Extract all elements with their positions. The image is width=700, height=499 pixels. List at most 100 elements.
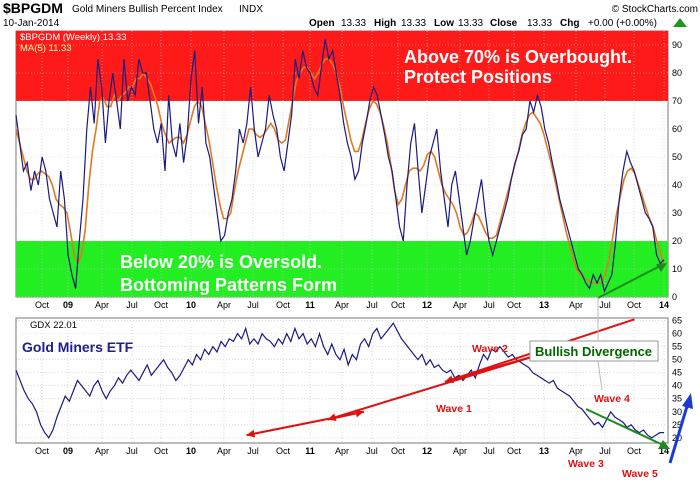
x-tick-label: Jul <box>366 300 378 310</box>
x-tick-label: Oct <box>276 446 291 456</box>
y-tick-label: 40 <box>672 180 682 190</box>
y-tick-label: 45 <box>672 368 682 378</box>
x-tick-label: 14 <box>659 446 669 456</box>
x-tick-label: 13 <box>539 300 549 310</box>
x-tick-label: 11 <box>305 300 315 310</box>
divergence-callout-down <box>597 360 603 391</box>
x-tick-label: 09 <box>63 300 73 310</box>
y-tick-label: 80 <box>672 68 682 78</box>
x-tick-label: Oct <box>627 300 642 310</box>
y-tick-label: 55 <box>672 342 682 352</box>
x-tick-label: Apr <box>217 446 231 456</box>
overbought-annotation-line2: Protect Positions <box>404 67 552 87</box>
watermark: © StockCharts.com <box>612 4 698 15</box>
y-tick-label: 90 <box>672 40 682 50</box>
legend-gdx: GDX 22.01 <box>30 320 77 331</box>
y-tick-label: 60 <box>672 124 682 134</box>
x-tick-label: Apr <box>569 300 583 310</box>
gdx-line <box>15 322 664 439</box>
y-tick-label: 70 <box>672 96 682 106</box>
wave-label: Wave 1 <box>436 403 472 415</box>
gdx-panel-title: Gold Miners ETF <box>22 339 134 355</box>
quote-line: Open 13.33 High 13.33 Low 13.33 Close 13… <box>309 18 657 29</box>
x-tick-label: 13 <box>539 446 549 456</box>
y-tick-label: 50 <box>672 152 682 162</box>
breakout-arrow <box>668 402 690 464</box>
x-tick-label: Oct <box>391 300 406 310</box>
divergence-arrow-bottom <box>585 408 664 446</box>
x-tick-label: Oct <box>507 300 522 310</box>
x-tick-label: Jul <box>247 300 259 310</box>
x-tick-label: 10 <box>186 300 196 310</box>
exchange: INDX <box>239 4 263 15</box>
y-tick-label: 40 <box>672 381 682 391</box>
chg-value: +0.00 (+0.00%) <box>588 18 657 29</box>
ma5-line <box>15 58 665 284</box>
y-tick-label: 35 <box>672 394 682 404</box>
x-tick-label: 09 <box>63 446 73 456</box>
wave-label: Wave 3 <box>568 458 604 470</box>
open-value: 13.33 <box>341 18 366 29</box>
x-tick-label: Jul <box>366 446 378 456</box>
divergence-label: Bullish Divergence <box>535 344 652 359</box>
x-tick-label: Apr <box>95 300 109 310</box>
x-tick-label: Jul <box>247 446 259 456</box>
y-tick-label: 20 <box>672 236 682 246</box>
y-tick-label: 10 <box>672 264 682 274</box>
y-tick-label: 30 <box>672 208 682 218</box>
y-tick-label: 50 <box>672 355 682 365</box>
x-tick-label: Oct <box>391 446 406 456</box>
wave-label: Wave 2 <box>472 343 508 355</box>
x-tick-label: Jul <box>126 446 138 456</box>
low-value: 13.33 <box>458 18 483 29</box>
oversold-annotation-line1: Below 20% is Oversold. <box>120 252 322 272</box>
up-triangle-icon <box>673 18 687 27</box>
gdx-panel: Oct 09 Apr Jul Oct 10 Apr Jul Oct 11 Apr Jul Oct 12 Ap… <box>15 297 693 480</box>
x-tick-label: Oct <box>627 446 642 456</box>
high-value: 13.33 <box>401 18 426 29</box>
x-tick-label: Apr <box>217 300 231 310</box>
x-tick-label: Apr <box>453 300 467 310</box>
chart-name: Gold Miners Bullish Percent Index <box>72 4 223 15</box>
close-label: Close <box>490 18 518 29</box>
x-tick-label: 11 <box>305 446 315 456</box>
divergence-arrowhead-top <box>656 263 667 272</box>
x-tick-label: Oct <box>154 300 169 310</box>
x-tick-label: 12 <box>422 446 432 456</box>
symbol: $BPGDM <box>3 0 63 16</box>
y-tick-label: 65 <box>672 316 682 326</box>
x-tick-label: Apr <box>95 446 109 456</box>
x-tick-label: Oct <box>35 300 50 310</box>
x-tick-label: Apr <box>453 446 467 456</box>
chg-label: Chg <box>560 18 579 29</box>
wave-arrowhead <box>246 429 256 438</box>
x-tick-label: Jul <box>126 300 138 310</box>
divergence-arrowhead-bottom <box>658 440 670 449</box>
x-tick-label: Jul <box>599 300 611 310</box>
y-tick-label: 60 <box>672 329 682 339</box>
chart-date: 10-Jan-2014 <box>3 18 60 29</box>
x-tick-label: Jul <box>483 300 495 310</box>
legend-bpgdm: $BPGDM (Weekly) 13.33 <box>20 32 126 43</box>
wave-label: Wave 4 <box>594 393 630 405</box>
x-tick-label: Apr <box>335 300 349 310</box>
y-tick-label: 25 <box>672 420 682 430</box>
divergence-label-box <box>529 340 659 362</box>
x-tick-label: Oct <box>35 446 50 456</box>
wave-arrow <box>246 410 364 437</box>
x-tick-label: Oct <box>507 446 522 456</box>
plot-area <box>15 317 669 444</box>
x-tick-label: Apr <box>569 446 583 456</box>
x-tick-label: Apr <box>335 446 349 456</box>
high-label: High <box>374 18 396 29</box>
wave-arrow <box>327 352 545 421</box>
y-tick-label: 0 <box>672 292 677 302</box>
x-tick-label: 10 <box>186 446 196 456</box>
legend-ma5: MA(5) 11.33 <box>20 43 72 54</box>
x-tick-label: Oct <box>276 300 291 310</box>
x-tick-label: Oct <box>154 446 169 456</box>
oversold-annotation-line2: Bottoming Patterns Form <box>120 275 337 295</box>
bpgdm-panel: Oct 09 Apr Jul Oct 10 Apr Jul Oct 11 Apr Jul Oct 12 Ap… <box>15 30 682 310</box>
wave-label: Wave 5 <box>622 468 658 480</box>
